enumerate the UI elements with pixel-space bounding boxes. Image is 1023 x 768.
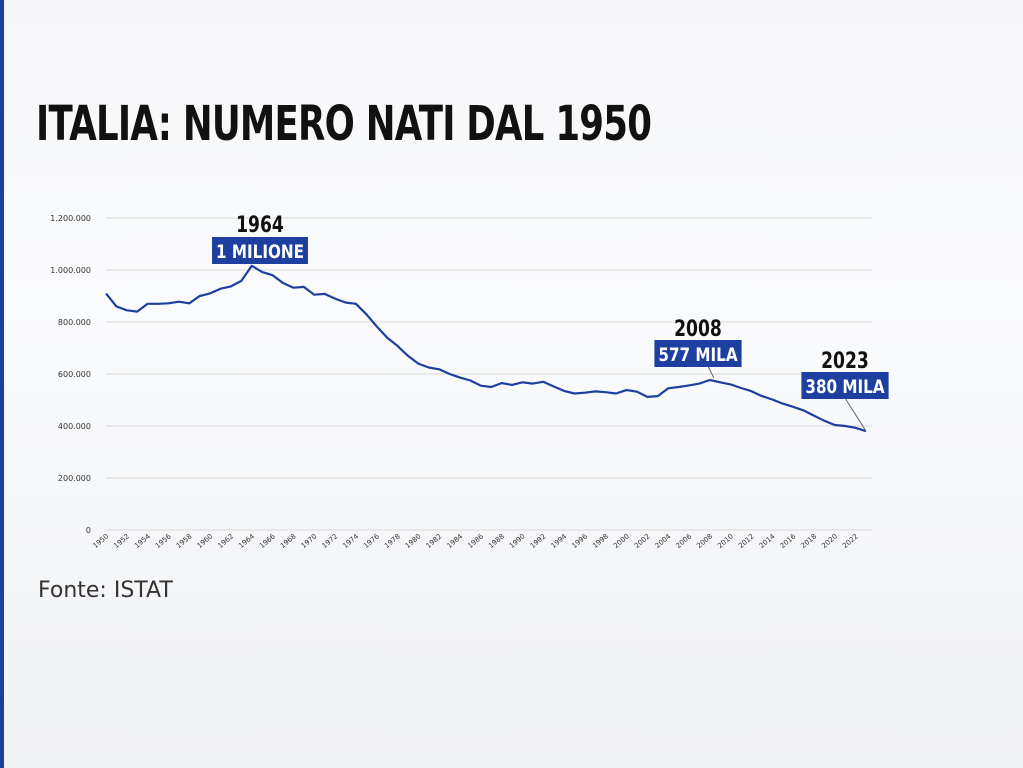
x-tick-label: 1970 <box>300 532 319 550</box>
y-tick-label: 600.000 <box>58 370 91 379</box>
x-tick-label: 1990 <box>508 532 527 550</box>
x-tick-label: 2006 <box>674 532 693 550</box>
x-tick-label: 1996 <box>570 532 589 550</box>
x-tick-label: 1984 <box>445 532 464 550</box>
y-tick-label: 1.200.000 <box>50 214 91 223</box>
x-tick-label: 1950 <box>91 532 110 550</box>
x-tick-label: 1958 <box>175 532 194 550</box>
x-tick-label: 2002 <box>633 532 652 550</box>
x-tick-label: 1980 <box>404 532 423 550</box>
x-tick-label: 2018 <box>799 532 818 550</box>
x-tick-label: 1952 <box>112 532 131 550</box>
annotation-year: 2023 <box>821 348 869 374</box>
y-tick-label: 800.000 <box>58 318 91 327</box>
x-tick-label: 1972 <box>321 532 340 550</box>
x-tick-label: 2012 <box>737 532 756 550</box>
source-credit: Fonte: ISTAT <box>38 578 173 603</box>
annotation-value-box <box>654 340 742 367</box>
x-tick-label: 2000 <box>612 532 631 550</box>
y-tick-label: 0 <box>86 526 91 535</box>
x-tick-label: 1956 <box>154 532 173 550</box>
x-tick-label: 1954 <box>133 532 152 550</box>
annotation-year: 2008 <box>674 316 722 342</box>
y-tick-label: 400.000 <box>58 422 91 431</box>
x-tick-label: 1968 <box>279 532 298 550</box>
births-series-line <box>105 264 867 433</box>
x-axis-ticks: 1950 1952 1954 1956 1958 1960 1962 1964 1966 1968… <box>91 532 859 550</box>
chart-gridlines <box>106 217 872 531</box>
x-tick-label: 2010 <box>716 532 735 550</box>
y-tick-label: 200.000 <box>58 474 91 483</box>
y-axis-ticks: 0 200.000 400.000 600.000 800.000 1.000.000 1.… <box>50 214 91 535</box>
x-tick-label: 1986 <box>466 532 485 550</box>
x-tick-label: 1974 <box>341 532 360 550</box>
x-tick-label: 1992 <box>529 532 548 550</box>
x-tick-label: 1976 <box>362 532 381 550</box>
x-tick-label: 1964 <box>237 532 256 550</box>
y-tick-label: 1.000.000 <box>50 266 91 275</box>
page-title: ITALIA: NUMERO NATI DAL 1950 <box>36 96 652 152</box>
annotation-value: 1 MILIONE <box>216 241 304 263</box>
annotation-value: 577 MILA <box>658 344 738 366</box>
annotation-value: 380 MILA <box>805 376 885 398</box>
x-tick-label: 1962 <box>216 532 235 550</box>
x-tick-label: 1960 <box>196 532 215 550</box>
annotation-value-box <box>212 237 308 264</box>
x-tick-label: 2014 <box>758 532 777 550</box>
annotation-year: 1964 <box>236 212 284 238</box>
x-tick-label: 1994 <box>550 532 569 550</box>
x-tick-label: 1988 <box>487 532 506 550</box>
annotation-leader-line <box>707 365 715 379</box>
x-tick-label: 1978 <box>383 532 402 550</box>
annotation-value-box <box>801 372 889 399</box>
x-tick-label: 1966 <box>258 532 277 550</box>
annotation-1964: 1964 1 MILIONE <box>212 212 308 264</box>
x-tick-label: 2022 <box>841 532 860 550</box>
x-tick-label: 2004 <box>654 532 673 550</box>
x-tick-label: 1982 <box>425 532 444 550</box>
x-tick-label: 2016 <box>779 532 798 550</box>
x-tick-label: 2020 <box>820 532 839 550</box>
annotation-leader-line <box>844 397 867 432</box>
accent-bar <box>0 0 4 768</box>
x-tick-label: 1998 <box>591 532 610 550</box>
x-tick-label: 2008 <box>695 532 714 550</box>
